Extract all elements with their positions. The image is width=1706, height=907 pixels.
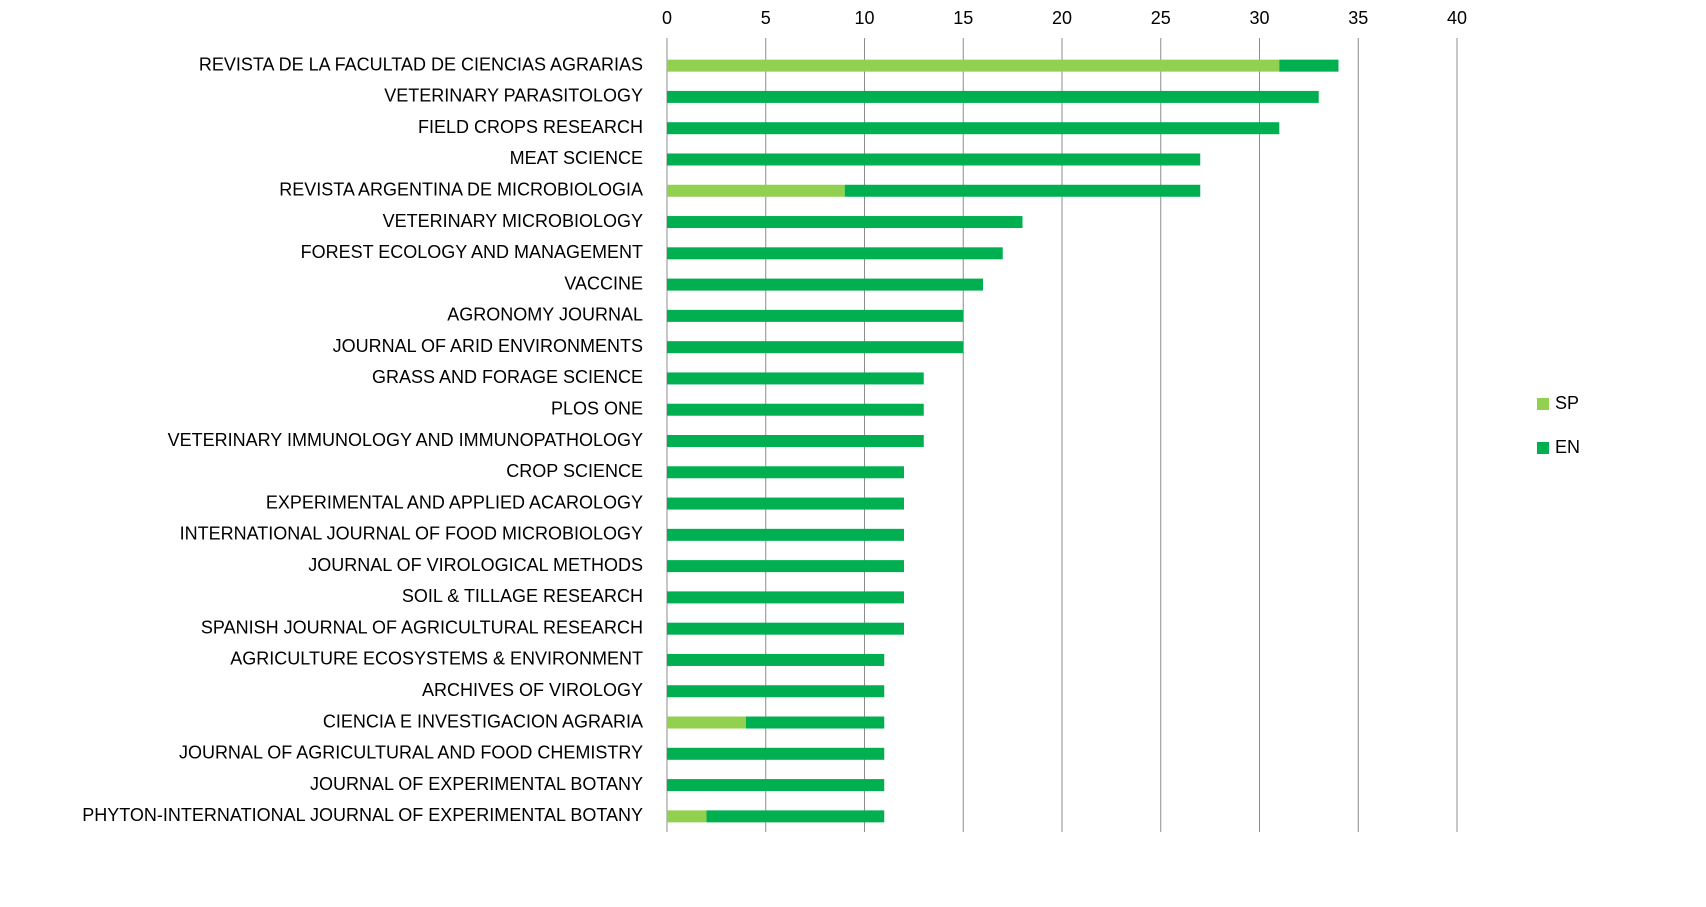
y-tick-label: JOURNAL OF VIROLOGICAL METHODS xyxy=(308,555,643,575)
y-tick-label: JOURNAL OF EXPERIMENTAL BOTANY xyxy=(310,774,643,794)
y-tick-label: SOIL & TILLAGE RESEARCH xyxy=(402,586,643,606)
bar-segment xyxy=(667,247,1003,260)
bar-segment xyxy=(667,341,964,354)
x-tick-label: 25 xyxy=(1151,8,1171,28)
bar-segment xyxy=(746,716,885,729)
bar-segment xyxy=(667,497,904,510)
bar-segment xyxy=(667,90,1319,103)
bar-segment xyxy=(667,59,1280,72)
x-tick-label: 15 xyxy=(953,8,973,28)
bar-segment xyxy=(667,810,707,823)
bar-segment xyxy=(667,747,885,760)
bar-segment xyxy=(667,309,964,322)
bar-segment xyxy=(667,435,924,447)
y-tick-label: REVISTA DE LA FACULTAD DE CIENCIAS AGRAR… xyxy=(199,54,643,74)
y-tick-label: AGRONOMY JOURNAL xyxy=(447,305,643,325)
bar-segment xyxy=(667,122,1280,135)
y-tick-label: FIELD CROPS RESEARCH xyxy=(418,117,643,137)
bar-segment xyxy=(667,184,845,197)
x-tick-label: 20 xyxy=(1052,8,1072,28)
bar-segment xyxy=(667,716,746,729)
y-tick-label: MEAT SCIENCE xyxy=(510,148,643,168)
bar-segment xyxy=(667,653,885,666)
bar-segment xyxy=(667,591,904,604)
y-tick-label: AGRICULTURE ECOSYSTEMS & ENVIRONMENT xyxy=(230,649,643,669)
bar-segment xyxy=(667,278,983,291)
x-tick-label: 0 xyxy=(662,8,672,28)
bar-segment xyxy=(667,153,1201,166)
bar-segment xyxy=(667,560,904,573)
legend-swatch xyxy=(1537,398,1549,410)
bar-segment xyxy=(1279,59,1339,72)
x-tick-label: 5 xyxy=(761,8,771,28)
y-tick-label: VETERINARY MICROBIOLOGY xyxy=(383,211,643,231)
x-tick-label: 40 xyxy=(1447,8,1467,28)
bar-segment xyxy=(667,216,1023,229)
bar-segment xyxy=(667,466,904,479)
x-tick-label: 35 xyxy=(1348,8,1368,28)
y-tick-label: VACCINE xyxy=(564,273,643,293)
bar-segment xyxy=(706,810,885,823)
y-tick-label: ARCHIVES OF VIROLOGY xyxy=(422,680,643,700)
legend-label: EN xyxy=(1555,437,1580,457)
y-tick-label: INTERNATIONAL JOURNAL OF FOOD MICROBIOLO… xyxy=(180,524,643,544)
x-tick-label: 30 xyxy=(1249,8,1269,28)
y-tick-label: JOURNAL OF ARID ENVIRONMENTS xyxy=(333,336,643,356)
legend-label: SP xyxy=(1555,393,1579,413)
bar-segment xyxy=(667,685,885,698)
y-tick-label: PLOS ONE xyxy=(551,398,643,418)
bar-segment xyxy=(667,372,924,385)
bar-segment xyxy=(844,184,1201,197)
y-tick-label: GRASS AND FORAGE SCIENCE xyxy=(372,367,643,387)
bar-segment xyxy=(667,622,904,635)
bar-segment xyxy=(667,528,904,541)
bar-segment xyxy=(667,403,924,416)
y-tick-label: VETERINARY IMMUNOLOGY AND IMMUNOPATHOLOG… xyxy=(168,430,643,450)
x-tick-label: 10 xyxy=(854,8,874,28)
y-tick-label: CIENCIA E INVESTIGACION AGRARIA xyxy=(323,711,643,731)
y-tick-label: JOURNAL OF AGRICULTURAL AND FOOD CHEMIST… xyxy=(179,743,643,763)
y-tick-label: SPANISH JOURNAL OF AGRICULTURAL RESEARCH xyxy=(201,617,643,637)
y-tick-label: FOREST ECOLOGY AND MANAGEMENT xyxy=(301,242,643,262)
bar-segment xyxy=(667,779,885,792)
y-tick-label: EXPERIMENTAL AND APPLIED ACAROLOGY xyxy=(266,492,643,512)
y-tick-label: CROP SCIENCE xyxy=(506,461,643,481)
legend-swatch xyxy=(1537,442,1549,454)
y-tick-label: VETERINARY PARASITOLOGY xyxy=(384,86,643,106)
y-tick-label: PHYTON-INTERNATIONAL JOURNAL OF EXPERIME… xyxy=(82,805,643,825)
y-tick-label: REVISTA ARGENTINA DE MICROBIOLOGIA xyxy=(279,180,643,200)
